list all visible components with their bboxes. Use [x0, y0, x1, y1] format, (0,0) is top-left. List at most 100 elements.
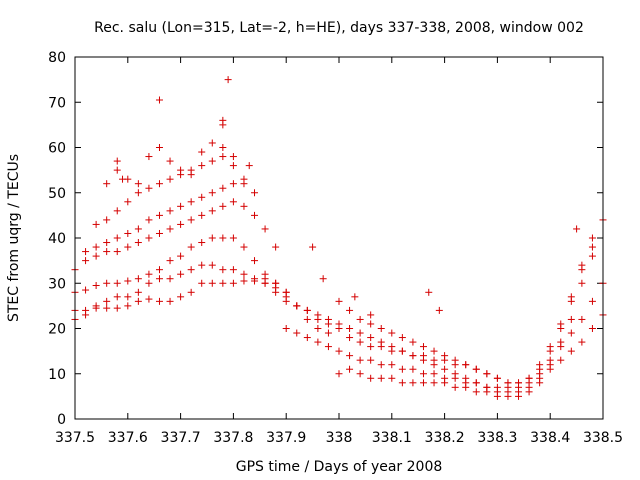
data-point — [187, 198, 195, 206]
data-point — [430, 347, 438, 355]
data-point — [177, 270, 185, 278]
data-point — [346, 306, 354, 314]
data-point — [229, 162, 237, 170]
data-point — [134, 239, 142, 247]
data-point — [187, 243, 195, 251]
data-point — [124, 277, 132, 285]
data-point — [208, 207, 216, 215]
data-point — [346, 365, 354, 373]
data-point — [451, 374, 459, 382]
data-point — [472, 379, 480, 387]
data-point — [462, 361, 470, 369]
x-tick-label: 337.8 — [213, 430, 253, 446]
data-point — [134, 189, 142, 197]
data-point — [229, 180, 237, 188]
data-point — [155, 266, 163, 274]
data-point — [398, 379, 406, 387]
data-point — [388, 374, 396, 382]
data-point — [103, 180, 111, 188]
data-point — [303, 306, 311, 314]
data-point — [588, 243, 596, 251]
x-tick-label: 337.6 — [108, 430, 148, 446]
data-point — [356, 356, 364, 364]
data-point — [166, 175, 174, 183]
data-point — [504, 379, 512, 387]
data-point — [177, 252, 185, 260]
data-point — [187, 171, 195, 179]
data-point — [92, 252, 100, 260]
data-point — [103, 239, 111, 247]
data-point — [208, 234, 216, 242]
data-point — [293, 302, 301, 310]
plot-frame — [74, 56, 604, 420]
data-point — [567, 293, 575, 301]
data-point — [567, 347, 575, 355]
data-point — [219, 279, 227, 287]
data-point — [557, 320, 565, 328]
data-point — [155, 180, 163, 188]
data-point — [166, 257, 174, 265]
data-point — [240, 202, 248, 210]
data-point — [261, 279, 269, 287]
data-point — [103, 248, 111, 256]
data-point — [155, 229, 163, 237]
data-point — [324, 343, 332, 351]
data-point — [351, 293, 359, 301]
data-point — [409, 352, 417, 360]
data-point — [346, 325, 354, 332]
data-point — [92, 282, 100, 290]
data-point — [82, 286, 90, 294]
data-point — [251, 189, 259, 197]
x-tick-label: 338.2 — [425, 430, 465, 446]
x-tick-label: 338.3 — [477, 430, 517, 446]
data-point — [314, 325, 322, 332]
data-point — [472, 365, 480, 373]
y-tick-label: 40 — [48, 231, 66, 247]
data-point — [483, 388, 491, 396]
data-point — [578, 315, 586, 323]
data-point — [409, 379, 417, 387]
data-point — [356, 329, 364, 337]
data-point — [573, 225, 581, 233]
data-point — [198, 239, 206, 247]
data-point — [367, 320, 375, 328]
data-point — [335, 320, 343, 328]
data-point — [208, 139, 216, 147]
data-point — [240, 243, 248, 251]
data-point — [314, 311, 322, 319]
data-point — [198, 148, 206, 156]
data-point — [525, 388, 533, 396]
data-point — [219, 202, 227, 210]
y-tick-label: 50 — [48, 186, 66, 202]
data-point — [219, 234, 227, 242]
data-point — [145, 216, 153, 224]
data-point — [113, 157, 121, 165]
data-point — [515, 392, 523, 400]
data-point — [245, 162, 253, 170]
data-point — [198, 261, 206, 269]
chart-title: Rec. salu (Lon=315, Lat=-2, h=HE), days … — [94, 20, 584, 36]
data-point — [356, 338, 364, 346]
data-point — [388, 329, 396, 337]
data-point — [134, 275, 142, 283]
data-point — [588, 234, 596, 242]
data-point — [124, 229, 132, 237]
data-point — [113, 293, 121, 301]
data-point — [113, 279, 121, 287]
tick-labels: 337.5 337.6 337.7 337.8 337.9 338 338.1 338.2 33… — [48, 50, 623, 446]
data-point — [145, 295, 153, 303]
data-point — [419, 370, 427, 378]
data-point — [113, 166, 121, 174]
data-point — [224, 76, 232, 84]
data-point — [166, 297, 174, 305]
data-point — [578, 261, 586, 269]
data-point — [567, 329, 575, 337]
data-point — [419, 343, 427, 351]
data-point — [377, 361, 385, 369]
data-point — [377, 343, 385, 351]
data-point — [103, 304, 111, 312]
x-tick-label: 337.5 — [55, 430, 95, 446]
data-point — [578, 338, 586, 346]
y-tick-label: 30 — [48, 276, 66, 292]
data-point — [134, 297, 142, 305]
